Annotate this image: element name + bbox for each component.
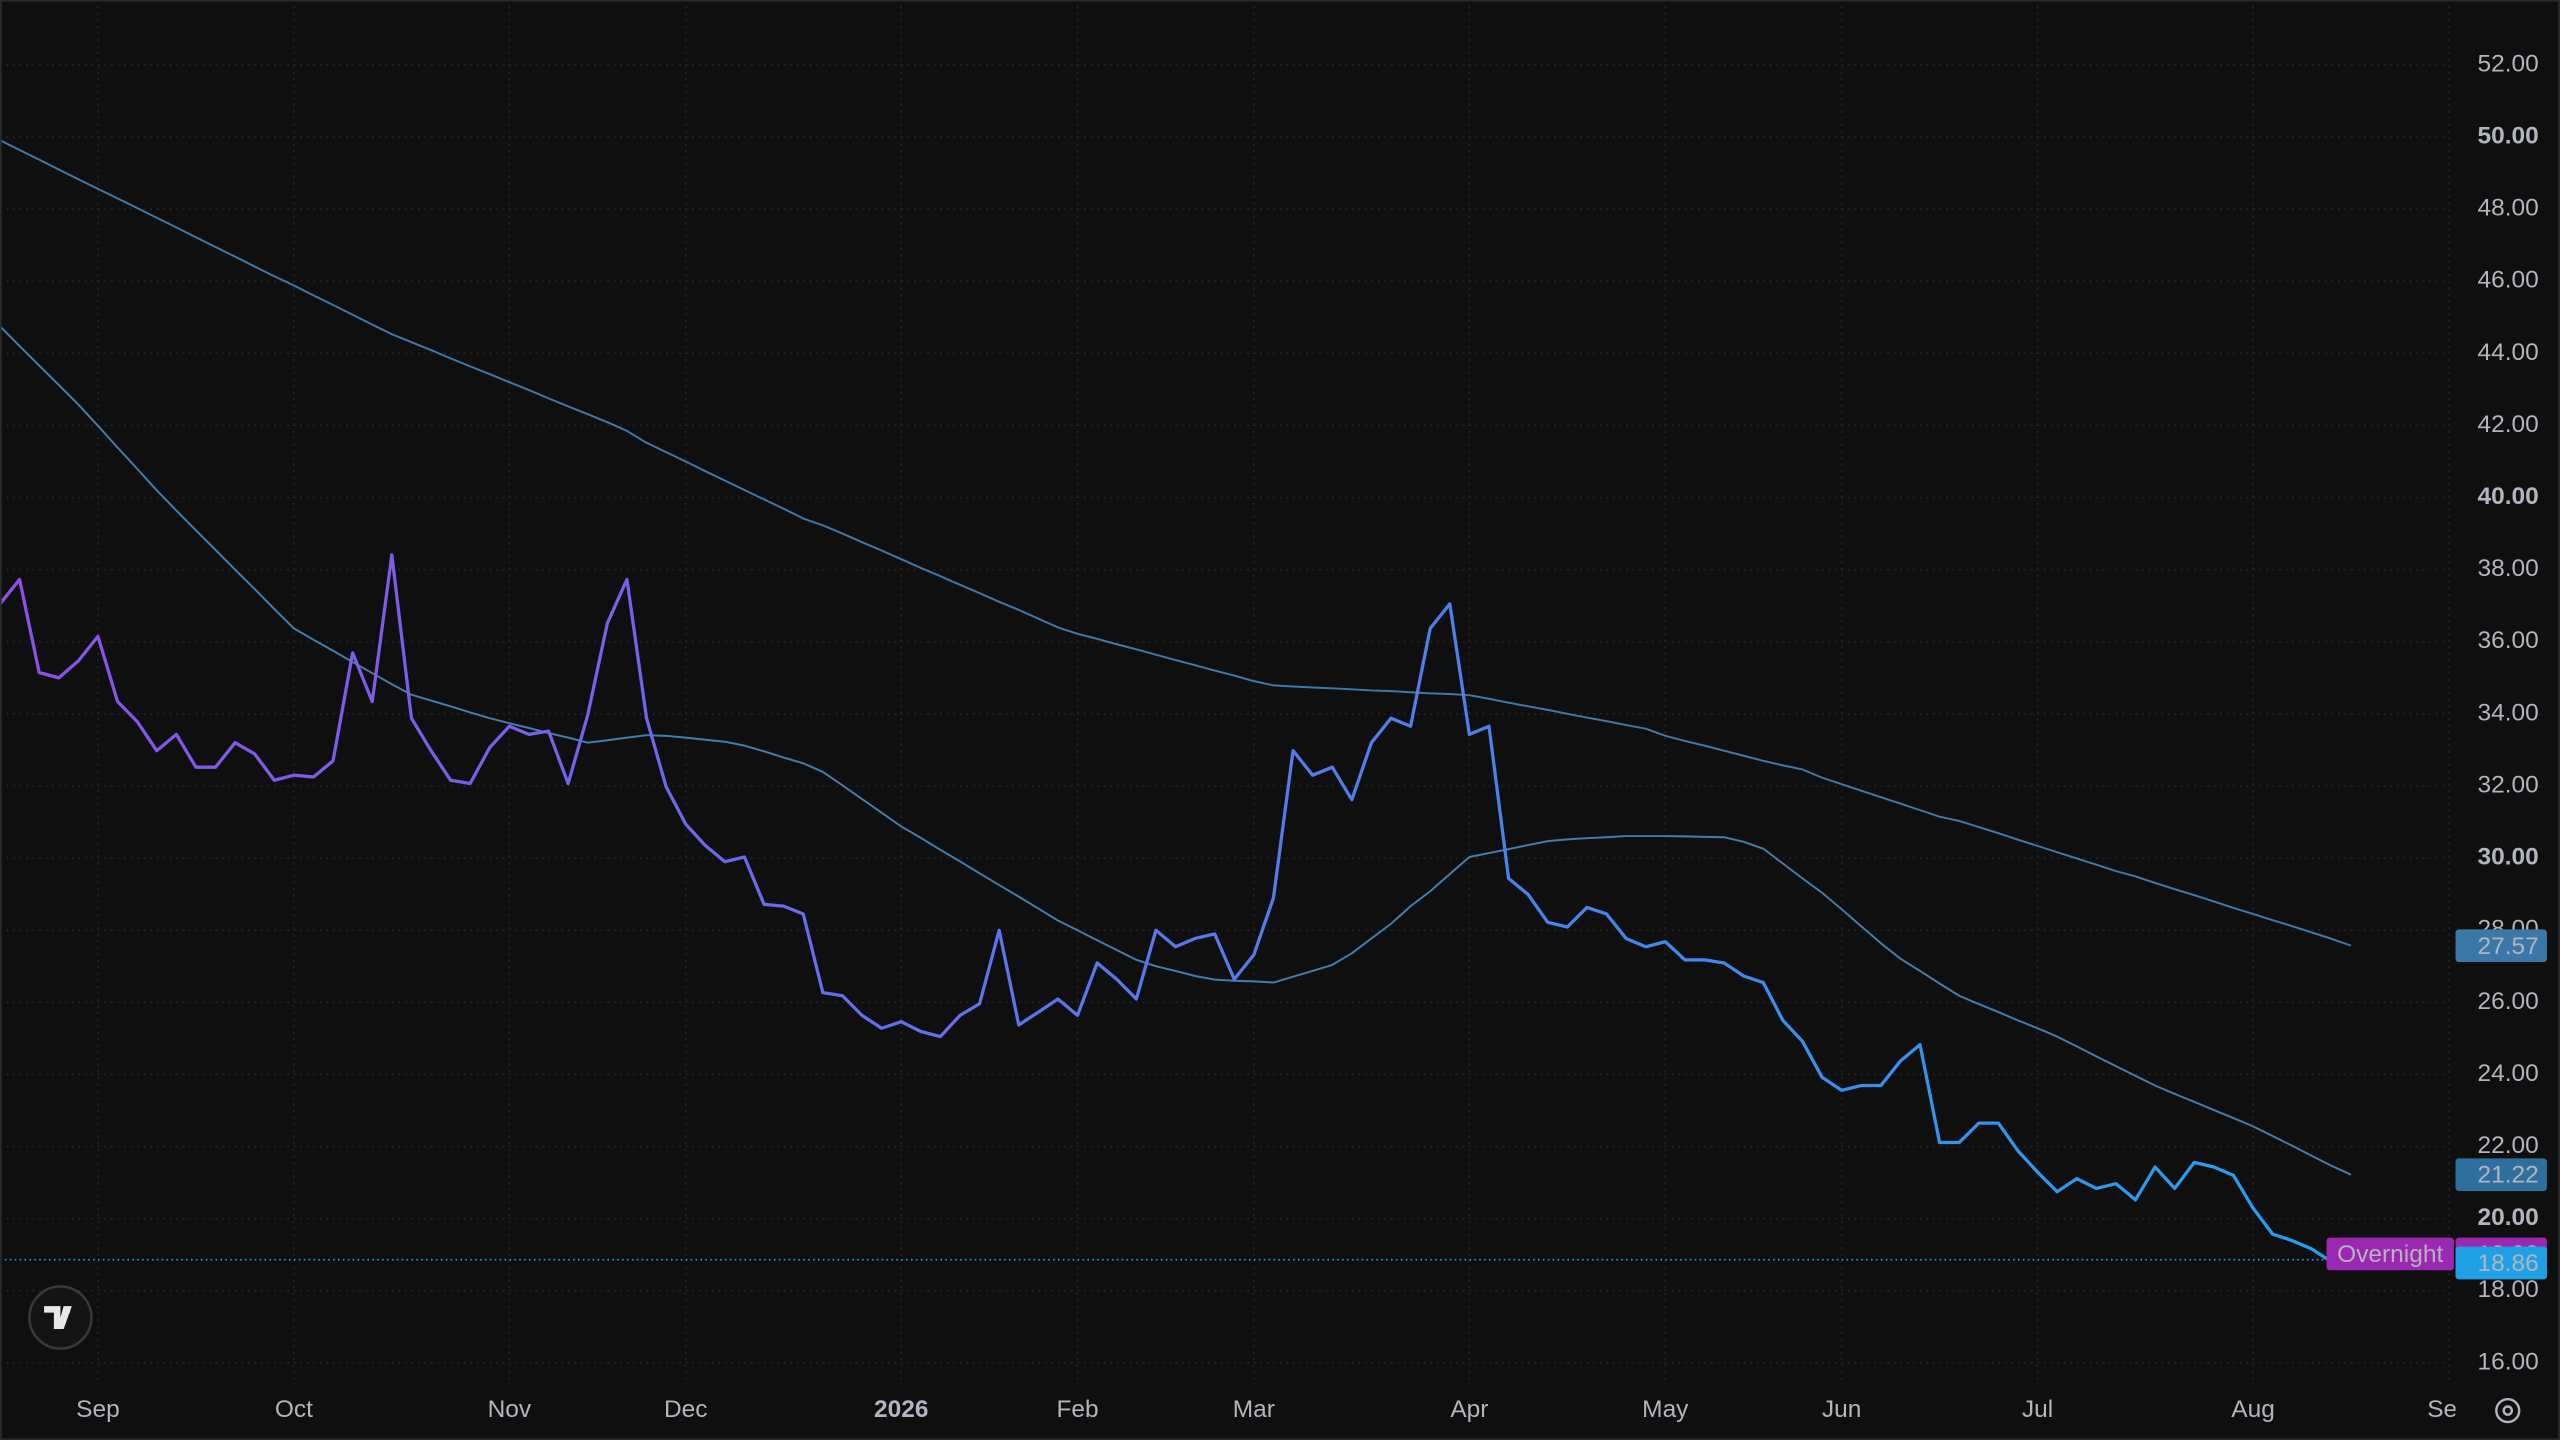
time-axis: Sep Oct Nov Dec 2026 Feb Mar Apr May Jun Jul Aug Sep [76,1396,2471,1423]
overnight-tag [2326,1237,2454,1271]
price-badge-label: 18.86 [2478,1250,2539,1277]
x-tick-label: Feb [1056,1396,1098,1423]
x-tick-label: Sep [76,1396,120,1423]
x-tick-label: 2026 [874,1396,928,1423]
y-tick-label: 48.00 [2478,195,2539,222]
y-tick-label: 26.00 [2478,988,2539,1015]
y-tick-label: 18.00 [2478,1276,2539,1303]
y-tick-label: 20.00 [2478,1204,2539,1231]
y-tick-label: 32.00 [2478,771,2539,798]
y-tick-label: 16.00 [2478,1348,2539,1375]
y-tick-label: 46.00 [2478,267,2539,294]
y-tick-label: 24.00 [2478,1060,2539,1087]
x-tick-label: Jul [2022,1396,2053,1423]
y-tick-label: 40.00 [2478,483,2539,510]
price-axis: 16.0018.0020.0022.0024.0026.0028.0030.00… [2478,50,2539,1375]
x-tick-label: May [1642,1396,1689,1423]
y-tick-label: 22.00 [2478,1132,2539,1159]
x-tick-label: Mar [1233,1396,1275,1423]
y-tick-label: 30.00 [2478,844,2539,871]
x-tick-label: Nov [488,1396,532,1423]
y-tick-label: 52.00 [2478,50,2539,77]
overnight-tag-label: Overnight [2337,1241,2443,1268]
x-tick-label: Dec [664,1396,708,1423]
moving-average-line [0,325,2352,1176]
ma-badge-label: 21.22 [2478,1162,2539,1189]
y-tick-label: 34.00 [2478,699,2539,726]
price-line [0,553,2352,1264]
moving-average-line [0,139,2352,947]
ma-badge [2455,929,2547,963]
price-badge [2455,1246,2547,1280]
x-tick-label: Aug [2231,1396,2275,1423]
x-tick-label: Jun [1822,1396,1861,1423]
y-tick-label: 50.00 [2478,122,2539,149]
y-tick-label: 42.00 [2478,411,2539,438]
x-tick-label: Apr [1450,1396,1488,1423]
y-tick-label: 36.00 [2478,627,2539,654]
ma-badge [2455,1158,2547,1191]
y-tick-label: 38.00 [2478,555,2539,582]
settings-icon[interactable] [2495,1397,2521,1424]
x-tick-label: Oct [275,1396,313,1423]
x-tick-label: Sep [2427,1396,2471,1423]
y-tick-label: 44.00 [2478,339,2539,366]
ma-badge-label: 27.57 [2478,933,2539,960]
tradingview-logo[interactable] [28,1285,93,1350]
